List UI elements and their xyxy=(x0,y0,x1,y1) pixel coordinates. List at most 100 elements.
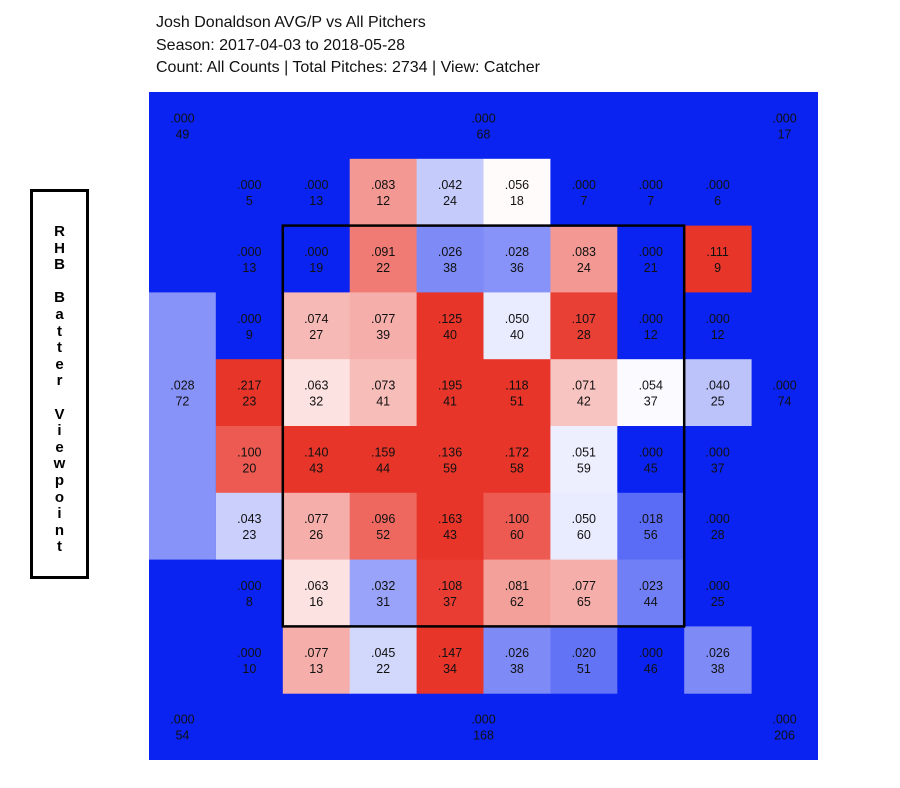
heatmap-cell xyxy=(416,626,484,694)
heatmap-cell xyxy=(617,158,685,227)
heatmap-cell xyxy=(215,292,284,360)
heatmap-cell-label-pitches: 12 xyxy=(376,194,390,208)
heatmap-cell-label-avg: .063 xyxy=(304,379,328,393)
side-label-char: B xyxy=(54,289,65,307)
heatmap-cell xyxy=(215,426,284,494)
heatmap-cell-label-avg: .026 xyxy=(438,245,462,259)
heatmap-cell xyxy=(684,559,752,627)
heatmap-cell-label-avg: .040 xyxy=(705,379,729,393)
heatmap-cell-label-avg: .056 xyxy=(505,178,529,192)
heatmap-cell-label-avg: .000 xyxy=(705,579,729,593)
heatmap-cell-label-avg: .081 xyxy=(505,579,529,593)
heatmap-cell-label-pitches: 60 xyxy=(577,528,591,542)
heatmap-cell-label-avg: .000 xyxy=(639,178,663,192)
heatmap-cell-label-avg: .000 xyxy=(705,178,729,192)
heatmap-cell-label-avg: .050 xyxy=(505,312,529,326)
outer-top-left-label-pitches: 49 xyxy=(175,127,189,141)
heatmap-cell-label-avg: .000 xyxy=(237,579,261,593)
heatmap-cell-label-pitches: 5 xyxy=(246,194,253,208)
heatmap-cell xyxy=(349,158,418,227)
heatmap-cell-label-pitches: 38 xyxy=(443,261,457,275)
heatmap-cell-label-avg: .172 xyxy=(505,445,529,459)
side-label-char: t xyxy=(56,538,62,556)
heatmap-cell-label-pitches: 38 xyxy=(711,662,725,676)
side-label-char: i xyxy=(57,505,62,523)
side-label-char: a xyxy=(55,305,64,323)
heatmap-cell-label-pitches: 37 xyxy=(443,595,457,609)
outer-top-middle-label-pitches: 68 xyxy=(477,127,491,141)
heatmap-cell xyxy=(684,359,752,427)
heatmap-cell xyxy=(416,225,484,293)
heatmap-cell-label-avg: .000 xyxy=(639,245,663,259)
heatmap-cell-label-pitches: 9 xyxy=(714,261,721,275)
heatmap-cell-label-pitches: 44 xyxy=(644,595,658,609)
chart-season: Season: 2017-04-03 to 2018-05-28 xyxy=(156,36,406,54)
heatmap-cell-label-avg: .028 xyxy=(505,245,529,259)
heatmap-cell-label-pitches: 40 xyxy=(443,328,457,342)
heatmap-cell xyxy=(282,158,351,227)
heatmap-cell-label-avg: .020 xyxy=(572,646,596,660)
outer-left-label-avg: .028 xyxy=(170,379,194,393)
heatmap-cell-label-avg: .023 xyxy=(639,579,663,593)
side-label-char: t xyxy=(56,322,62,340)
heatmap-cell-label-avg: .136 xyxy=(438,445,462,459)
heatmap-cell xyxy=(684,158,752,227)
heatmap-cell-label-pitches: 26 xyxy=(309,528,323,542)
side-label-char: H xyxy=(54,239,65,257)
heatmap-cell xyxy=(215,359,284,427)
side-label-char: r xyxy=(56,372,63,390)
heatmap-cell-label-avg: .091 xyxy=(371,245,395,259)
heatmap-cell-label-pitches: 36 xyxy=(510,261,524,275)
heatmap-cell xyxy=(483,626,551,694)
heatmap-cell-label-pitches: 25 xyxy=(711,595,725,609)
chart-titles: Josh Donaldson AVG/P vs All Pitchers Sea… xyxy=(156,12,540,80)
heatmap-cell-label-avg: .100 xyxy=(237,445,261,459)
heatmap-cell xyxy=(684,626,752,694)
side-label-char: V xyxy=(54,405,65,423)
heatmap-cell-label-pitches: 13 xyxy=(309,194,323,208)
heatmap-cell-label-pitches: 19 xyxy=(309,261,323,275)
heatmap-cell-label-pitches: 59 xyxy=(577,461,591,475)
heatmap-cell xyxy=(483,559,551,627)
heatmap-cell xyxy=(349,292,418,360)
heatmap-cell-label-avg: .018 xyxy=(639,512,663,526)
heatmap-cell-label-pitches: 39 xyxy=(376,328,390,342)
heatmap-cell-label-avg: .000 xyxy=(639,445,663,459)
heatmap-cell-label-pitches: 62 xyxy=(510,595,524,609)
heatmap-cell-label-avg: .077 xyxy=(572,579,596,593)
heatmap-cell xyxy=(550,359,618,427)
heatmap-cell-label-avg: .107 xyxy=(572,312,596,326)
heatmap-cell-label-pitches: 24 xyxy=(443,194,457,208)
side-label-char: o xyxy=(54,488,65,506)
heatmap-cell-label-pitches: 46 xyxy=(644,662,658,676)
heatmap-cell xyxy=(617,359,685,427)
heatmap-cell xyxy=(282,292,351,360)
heatmap-cell-label-avg: .050 xyxy=(572,512,596,526)
heatmap-cell xyxy=(349,225,418,293)
outer-bottom-left-label-pitches: 54 xyxy=(175,729,189,743)
heatmap-cell xyxy=(684,492,752,561)
heatmap-cell-label-pitches: 7 xyxy=(647,194,654,208)
outer-top-right-label-pitches: 17 xyxy=(778,127,792,141)
side-label-char: R xyxy=(54,223,65,240)
outer-bottom-middle-label-pitches: 168 xyxy=(473,729,494,743)
heatmap-cell-label-pitches: 23 xyxy=(242,395,256,409)
heatmap-cell-label-avg: .054 xyxy=(639,379,663,393)
outer-left-label-pitches: 72 xyxy=(175,395,189,409)
heatmap-cell-label-pitches: 41 xyxy=(443,395,457,409)
heatmap-cell-label-avg: .100 xyxy=(505,512,529,526)
heatmap-cell-label-pitches: 31 xyxy=(376,595,390,609)
heatmap-cell xyxy=(617,426,685,494)
heatmap-cell-label-avg: .217 xyxy=(237,379,261,393)
heatmap-cell-label-avg: .077 xyxy=(371,312,395,326)
heatmap-cell-label-pitches: 37 xyxy=(711,461,725,475)
heatmap-cell-label-avg: .026 xyxy=(505,646,529,660)
side-label-char: B xyxy=(54,256,65,274)
heatmap-cell-label-pitches: 24 xyxy=(577,261,591,275)
side-label-char: i xyxy=(57,422,62,440)
heatmap-cell xyxy=(684,426,752,494)
chart-summary: Count: All Counts | Total Pitches: 2734 … xyxy=(156,59,540,76)
